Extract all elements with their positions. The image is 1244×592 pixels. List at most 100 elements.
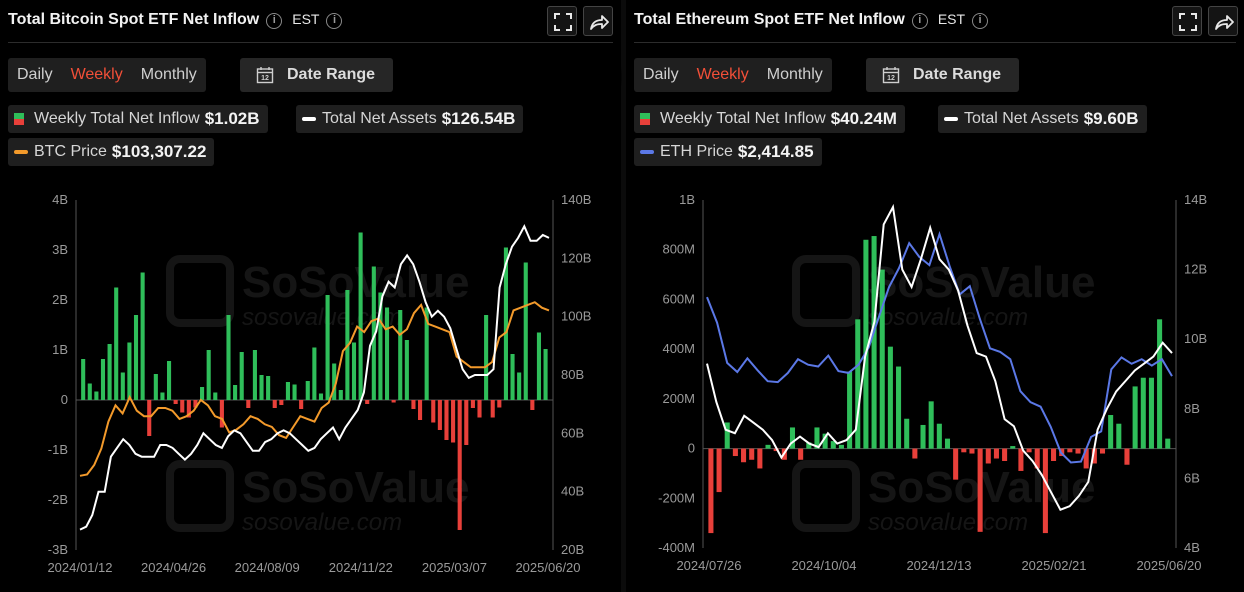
info-icon[interactable]: i: [911, 13, 928, 29]
inflow-bar: [411, 400, 416, 409]
y-left-tick-label: 0: [688, 441, 695, 456]
info-icon[interactable]: i: [972, 13, 989, 29]
inflow-bar: [1116, 423, 1122, 449]
tab-daily[interactable]: Daily: [643, 66, 679, 83]
inflow-bar: [120, 372, 125, 400]
y-left-tick-label: 400M: [662, 341, 695, 356]
inflow-bar: [904, 418, 910, 449]
inflow-bar: [365, 400, 370, 404]
x-tick-label: 2024/10/04: [791, 558, 856, 573]
fullscreen-button[interactable]: [547, 6, 577, 36]
inflow-bar: [404, 340, 409, 400]
share-icon: [590, 15, 609, 30]
inflow-bar: [523, 262, 528, 400]
inflow-bar: [757, 448, 763, 469]
share-button[interactable]: [583, 6, 613, 36]
inflow-bar: [1083, 448, 1089, 469]
calendar-icon: 12: [256, 67, 274, 84]
watermark-logo-icon: [166, 255, 234, 327]
tab-weekly[interactable]: Weekly: [696, 66, 749, 83]
inflow-bar: [266, 376, 271, 400]
share-button[interactable]: [1208, 6, 1238, 36]
y-right-tick-label: 80B: [561, 367, 584, 382]
y-left-tick-label: 1B: [52, 342, 68, 357]
inflow-bar: [166, 361, 172, 400]
inflow-bar: [133, 315, 139, 400]
inflow-bar: [806, 442, 812, 449]
inflow-bar: [100, 359, 106, 400]
watermark-name: SoSoValue: [242, 258, 469, 307]
inflow-bar: [292, 384, 297, 400]
line-legend-swatch: [944, 117, 958, 121]
info-icon[interactable]: i: [266, 13, 283, 29]
inflow-bar: [259, 375, 264, 400]
inflow-bar: [378, 292, 383, 400]
y-left-tick-label: -2B: [48, 492, 68, 507]
y-left-tick-label: -1B: [48, 442, 68, 457]
bar-legend-swatch: [640, 113, 650, 125]
date-range-button[interactable]: 12 Date Range: [240, 58, 394, 92]
inflow-bar: [81, 359, 86, 400]
inflow-bar: [272, 400, 277, 408]
watermark-url: sosovalue.com: [242, 509, 402, 536]
inflow-bar: [206, 350, 211, 400]
inflow-bar: [226, 315, 231, 400]
inflow-bar: [969, 448, 975, 454]
inflow-bar: [517, 372, 522, 400]
inflow-bar: [879, 269, 885, 449]
inflow-bar: [127, 342, 132, 400]
y-right-tick-label: 20B: [561, 542, 584, 557]
date-range-button[interactable]: 12 Date Range: [866, 58, 1020, 92]
line-legend-swatch: [14, 150, 28, 154]
svg-text:12: 12: [887, 75, 895, 82]
inflow-bar: [424, 307, 429, 400]
inflow-bar: [920, 424, 926, 449]
y-right-tick-label: 8B: [1184, 401, 1200, 416]
y-left-tick-label: 1B: [679, 192, 695, 207]
y-left-tick-label: 800M: [662, 242, 695, 257]
inflow-bar: [332, 363, 337, 400]
x-tick-label: 2024/12/13: [906, 558, 971, 573]
share-icon: [1215, 15, 1234, 30]
calendar-icon: 12: [882, 67, 900, 84]
inflow-bar: [798, 448, 804, 460]
watermark-name: SoSoValue: [242, 463, 469, 512]
inflow-bar: [246, 400, 251, 408]
inflow-bar: [1091, 448, 1097, 464]
inflow-bar: [140, 272, 145, 400]
x-tick-label: 2025/03/07: [422, 560, 487, 575]
info-icon[interactable]: i: [326, 13, 343, 29]
eth-header: Total Ethereum Spot ETF Net Inflow i EST i: [634, 0, 1238, 43]
fullscreen-button[interactable]: [1172, 6, 1202, 36]
inflow-bar: [418, 400, 423, 420]
inflow-bar: [464, 400, 469, 445]
inflow-bar: [1099, 448, 1106, 454]
inflow-bar: [490, 400, 495, 418]
inflow-bar: [371, 266, 376, 400]
inflow-bar: [749, 448, 755, 460]
tab-monthly[interactable]: Monthly: [140, 66, 197, 83]
inflow-bar: [741, 448, 747, 463]
fullscreen-icon: [554, 13, 572, 31]
inflow-bar: [437, 400, 442, 430]
inflow-bar: [1124, 448, 1130, 465]
inflow-bar: [1042, 448, 1048, 534]
inflow-bar: [213, 392, 218, 400]
inflow-bar: [708, 448, 714, 534]
inflow-bar: [87, 383, 92, 400]
tab-monthly[interactable]: Monthly: [766, 66, 823, 83]
inflow-bar: [887, 346, 893, 449]
tab-weekly[interactable]: Weekly: [70, 66, 123, 83]
inflow-bar: [1018, 448, 1024, 471]
y-right-tick-label: 14B: [1184, 192, 1207, 207]
inflow-bar: [279, 400, 284, 405]
stat-weekly-inflow: Weekly Total Net Inflow $40.24M: [634, 105, 905, 133]
y-left-tick-label: 600M: [662, 291, 695, 306]
y-right-tick-label: 120B: [561, 250, 591, 265]
inflow-bar: [838, 444, 844, 449]
inflow-bar: [285, 382, 290, 400]
tab-daily[interactable]: Daily: [17, 66, 53, 83]
stat-total-assets: Total Net Assets $126.54B: [296, 105, 524, 133]
